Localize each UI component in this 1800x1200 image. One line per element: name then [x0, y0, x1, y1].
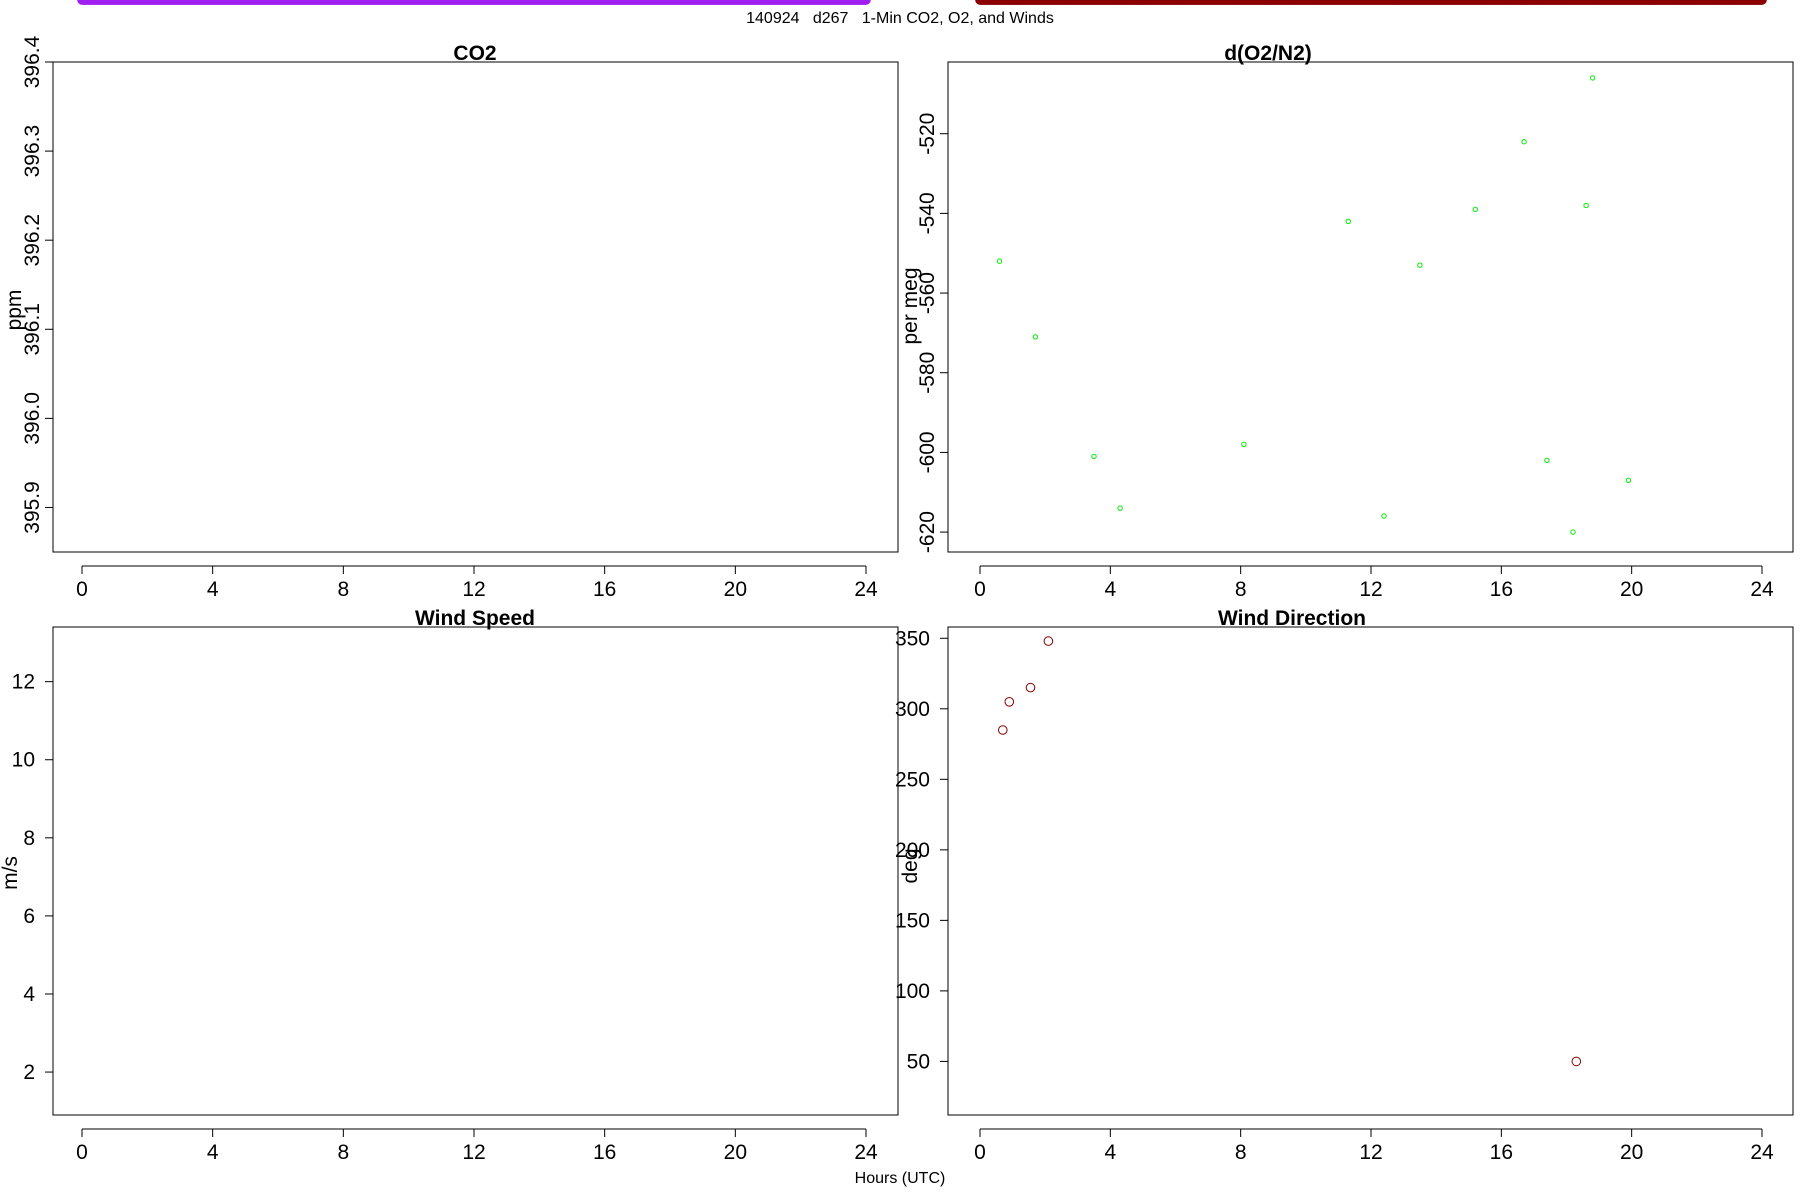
wind-direction-x-tick-label: 24 — [1750, 1141, 1774, 1164]
wind-direction-x-tick-label: 12 — [1359, 1141, 1382, 1164]
wind-direction-y-tick-label: 200 — [895, 839, 930, 862]
co2-y-tick-label: 395.9 — [21, 481, 44, 534]
wind-speed-y-tick-label: 2 — [23, 1061, 35, 1084]
o2n2-point — [1522, 140, 1526, 144]
o2n2-point — [997, 259, 1001, 263]
wind-direction-x-tick-label: 4 — [1104, 1141, 1116, 1164]
wind-speed-plot-frame — [53, 627, 898, 1115]
wind-direction-plot-frame — [948, 627, 1793, 1115]
o2n2-point — [1473, 207, 1477, 211]
co2-panel: CO2 ppm 0 4 8 12 16 20 24395.9396.0396.1396.23… — [3, 0, 898, 601]
o2n2-x-tick-label: 12 — [1359, 578, 1382, 601]
wind-direction-y-tick-label: 50 — [907, 1050, 930, 1073]
co2-y-tick-label: 396.2 — [21, 214, 44, 267]
wind-direction-x-tick-label: 0 — [974, 1141, 986, 1164]
wind-direction-y-tick-label: 100 — [895, 980, 930, 1003]
wind-direction-point — [1044, 637, 1053, 646]
o2n2-plot-frame — [948, 62, 1793, 552]
co2-x-tick-label: 20 — [724, 578, 747, 601]
o2n2-point — [1626, 478, 1630, 482]
o2n2-x-tick-label: 0 — [974, 578, 986, 601]
o2n2-point — [1033, 335, 1037, 339]
wind-speed-ylabel: m/s — [0, 856, 22, 890]
wind-direction-point — [1005, 698, 1014, 707]
figure-xlabel: Hours (UTC) — [855, 1170, 946, 1187]
wind-direction-point — [999, 726, 1008, 735]
o2n2-x-tick-label: 4 — [1104, 578, 1116, 601]
wind-direction-y-tick-label: 350 — [895, 627, 930, 650]
wind-speed-x-tick-label: 24 — [854, 1141, 878, 1164]
wind-speed-x-tick-label: 12 — [462, 1141, 485, 1164]
o2n2-x-tick-label: 20 — [1620, 578, 1643, 601]
o2n2-point — [1545, 458, 1549, 462]
wind-speed-x-tick-label: 4 — [207, 1141, 219, 1164]
co2-plot-frame — [53, 62, 898, 552]
o2n2-y-tick-label: -600 — [916, 431, 939, 473]
o2n2-y-tick-label: -520 — [916, 113, 939, 155]
wind-direction-x-tick-label: 16 — [1490, 1141, 1513, 1164]
co2-y-tick-label: 396.3 — [21, 125, 44, 178]
o2n2-y-tick-label: -540 — [916, 192, 939, 234]
wind-direction-axes: 0 4 8 12 16 20 24 50 100 150 200 250 300 350 — [895, 627, 1774, 1164]
co2-x-tick-label: 8 — [337, 578, 349, 601]
co2-x-tick-label: 24 — [854, 578, 878, 601]
o2n2-point — [1092, 454, 1096, 458]
o2n2-point — [1118, 506, 1122, 510]
wind-speed-x-tick-label: 16 — [593, 1141, 616, 1164]
wind-direction-point — [1026, 683, 1035, 692]
o2n2-y-tick-label: -620 — [916, 511, 939, 553]
wind-speed-y-tick-label: 12 — [12, 671, 35, 694]
o2n2-points — [978, 0, 1764, 534]
o2n2-y-tick-label: -560 — [916, 272, 939, 314]
wind-speed-y-tick-label: 4 — [23, 983, 35, 1006]
wind-direction-y-tick-label: 250 — [895, 768, 930, 791]
co2-axes: 0 4 8 12 16 20 24 395.9 396.0 396.1 396.2 396.3 396.… — [21, 35, 878, 601]
wind-direction-panel: Wind Direction deg 0 4 8 12 16 20 245010015020… — [895, 0, 1793, 1164]
figure-suptitle: 140924 d267 1-Min CO2, O2, and Winds — [746, 10, 1054, 27]
o2n2-x-tick-label: 8 — [1235, 578, 1247, 601]
co2-x-tick-label: 0 — [76, 578, 88, 601]
wind-direction-y-tick-label: 150 — [895, 909, 930, 932]
wind-speed-x-tick-label: 20 — [724, 1141, 747, 1164]
wind-direction-x-tick-label: 20 — [1620, 1141, 1643, 1164]
o2n2-y-tick-label: -580 — [916, 352, 939, 394]
wind-speed-y-tick-label: 10 — [12, 749, 35, 772]
co2-y-tick-label: 396.0 — [21, 392, 44, 445]
co2-y-tick-label: 396.4 — [21, 35, 44, 88]
o2n2-point — [1418, 263, 1422, 267]
wind-speed-x-tick-label: 0 — [76, 1141, 88, 1164]
o2n2-point — [1584, 203, 1588, 207]
o2n2-x-tick-label: 24 — [1750, 578, 1774, 601]
co2-y-tick-label: 396.1 — [21, 303, 44, 356]
o2n2-panel: d(O2/N2) per meg 0 4 8 12 16 20 24-620-600-580… — [899, 0, 1793, 601]
wind-speed-y-tick-label: 6 — [23, 905, 35, 928]
o2n2-point — [1346, 219, 1350, 223]
wind-direction-y-tick-label: 300 — [895, 698, 930, 721]
co2-x-tick-label: 16 — [593, 578, 616, 601]
o2n2-point — [1382, 514, 1386, 518]
o2n2-x-tick-label: 16 — [1490, 578, 1513, 601]
wind-speed-x-tick-label: 8 — [337, 1141, 349, 1164]
o2n2-point — [1590, 76, 1594, 80]
wind-direction-points — [976, 0, 1767, 1066]
o2n2-point — [1571, 530, 1575, 534]
wind-direction-x-tick-label: 8 — [1235, 1141, 1247, 1164]
co2-x-tick-label: 12 — [462, 578, 485, 601]
wind-speed-points — [78, 0, 871, 4]
co2-x-tick-label: 4 — [207, 578, 219, 601]
wind-direction-point — [1572, 1057, 1581, 1066]
o2n2-point — [1242, 442, 1246, 446]
wind-speed-y-tick-label: 8 — [23, 827, 35, 850]
o2n2-axes: 0 4 8 12 16 20 24 -620 -600 -580 -560 -540 -520 — [916, 113, 1774, 601]
